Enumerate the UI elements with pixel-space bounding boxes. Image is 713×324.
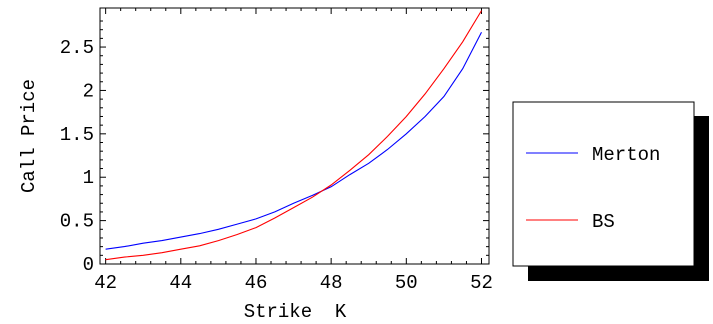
y-tick-label: 0: [83, 254, 94, 276]
legend-label-merton: Merton: [592, 144, 660, 166]
y-tick-label: 1.5: [60, 124, 94, 146]
x-axis-ticks: 42 44 46 48 50 52: [94, 8, 493, 294]
series-line-bs: [105, 10, 482, 261]
x-tick-label: 46: [245, 272, 268, 294]
y-axis-label: Call Price: [18, 79, 40, 193]
series-line-merton: [105, 32, 482, 250]
y-axis-ticks: 0 0.5 1 1.5 2 2.5: [60, 20, 489, 276]
x-axis-label: Strike K: [244, 301, 347, 323]
legend-box: [512, 101, 695, 267]
x-tick-label: 44: [169, 272, 192, 294]
y-tick-label: 0.5: [60, 211, 94, 233]
legend-label-bs: BS: [592, 211, 615, 233]
x-tick-label: 48: [320, 272, 343, 294]
x-tick-label: 50: [395, 272, 418, 294]
x-tick-label: 42: [94, 272, 117, 294]
y-tick-label: 2: [83, 80, 94, 102]
x-tick-label: 52: [470, 272, 493, 294]
y-tick-label: 2.5: [60, 37, 94, 59]
series-lines: [105, 10, 482, 261]
plot-frame: [99, 7, 490, 265]
y-tick-label: 1: [83, 167, 94, 189]
